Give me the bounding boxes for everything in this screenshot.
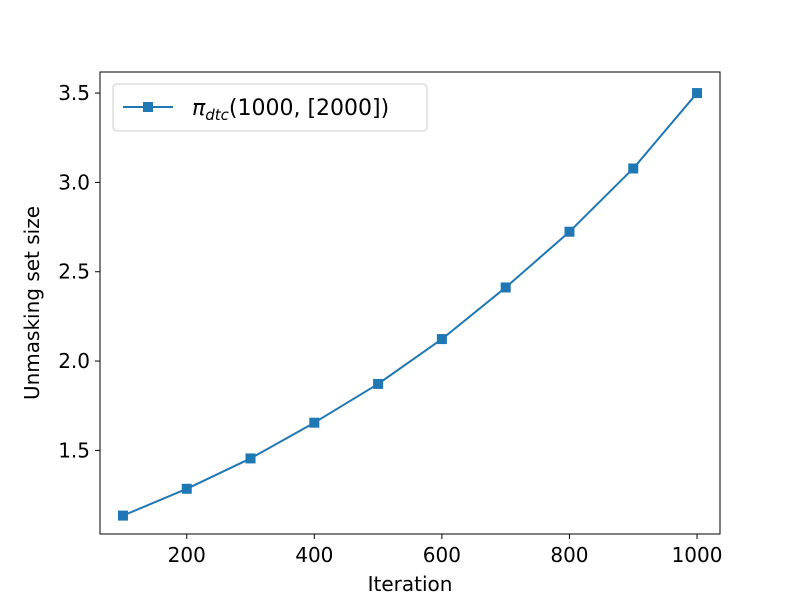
x-tick-label: 800 [550,543,588,567]
legend-entry: πdtc(1000, [2000]) [192,96,389,124]
data-point [309,417,320,428]
legend-symbol: π [192,96,206,121]
data-point [500,282,511,293]
legend-subscript: dtc [205,106,229,124]
ticks-layer: 200 400 600 800 1000 1.5 2.0 2.5 3.0 3.5 [58,81,722,567]
y-tick-label: 3.0 [58,170,90,194]
plot-frame [99,71,721,535]
legend-marker-swatch [143,102,153,112]
x-tick-label: 400 [295,543,333,567]
data-point [373,378,384,389]
legend: πdtc(1000, [2000]) [112,83,428,132]
x-tick-label: 600 [423,543,461,567]
data-point [628,163,639,174]
legend-rest: (1000, [2000]) [229,96,389,121]
data-point [692,88,703,99]
data-point [117,510,128,521]
y-tick-label: 3.5 [58,81,90,105]
data-point [564,226,575,237]
y-tick-label: 2.5 [58,260,90,284]
x-tick-label: 1000 [672,543,723,567]
y-axis-label: Unmasking set size [20,206,44,400]
x-axis-label: Iteration [368,572,453,596]
data-point [181,483,192,494]
legend-box [112,83,428,132]
data-point [245,453,256,464]
x-tick-label: 200 [168,543,206,567]
data-point [436,334,447,345]
y-tick-label: 1.5 [58,438,90,462]
series-line [122,92,698,517]
y-tick-label: 2.0 [58,349,90,373]
series-layer [117,88,703,521]
